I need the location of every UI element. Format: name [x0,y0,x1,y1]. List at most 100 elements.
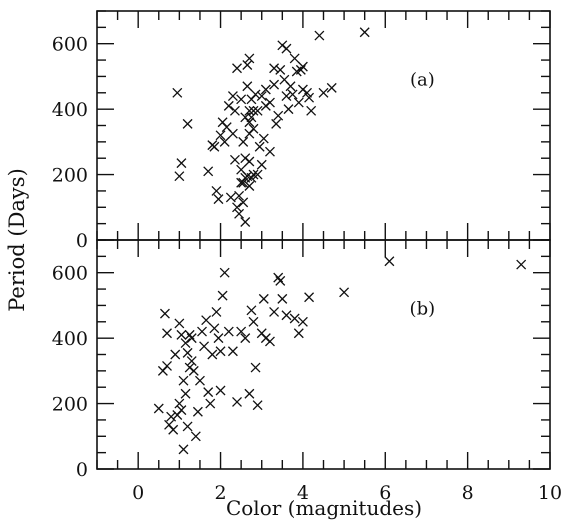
data-point-b [176,405,187,416]
data-point-a [248,169,259,180]
data-point-b [250,362,261,373]
data-point-b [232,396,242,407]
data-point-b [217,290,228,301]
panel-a-label: (a) [410,70,435,91]
panel-b-frame [96,239,551,470]
data-point-a [256,91,267,102]
data-point-b [194,375,205,386]
data-point-a [244,117,255,128]
data-point-a [281,91,292,102]
data-point-b [219,267,230,278]
y-tick-label: 200 [52,394,88,416]
data-point-a [234,190,245,201]
data-point-b [281,310,292,321]
data-point-b [178,375,189,386]
y-tick-label: 600 [52,34,88,56]
data-point-a [209,141,220,152]
data-point-b [227,346,238,357]
data-point-b [516,259,527,270]
y-tick-label: 400 [52,328,88,350]
data-point-a [213,194,224,205]
data-point-b [174,398,185,409]
data-point-b [273,272,284,283]
data-point-b [265,336,275,347]
data-point-a [238,177,249,188]
data-point-a [250,89,261,100]
y-tick-label: 400 [52,99,88,121]
data-point-b [180,388,191,399]
data-point-b [166,411,177,422]
data-point-b [184,329,195,340]
data-point-b [182,347,193,358]
data-point-a [172,87,183,98]
data-point-b [223,326,234,337]
panel-b-label: (b) [410,299,436,320]
panel-b-axis-ticks: 0 2 4 6 8 10 0 200 400 600 [52,239,562,504]
data-point-b [213,333,224,344]
data-point-b [178,444,189,455]
data-point-a [219,136,230,147]
data-point-b [248,316,259,327]
data-point-b [244,388,255,399]
data-point-b [215,385,226,396]
panel-a: 0 200 400 600 (a) [52,10,551,252]
data-point-b [384,256,395,267]
data-point-b [190,431,201,442]
data-point-b [153,403,164,414]
data-point-b [180,338,191,349]
data-point-a [302,87,312,98]
data-point-b [240,333,251,344]
data-point-a [293,97,304,108]
data-point-a [297,61,308,72]
data-point-a [182,118,193,129]
panel-a-marks [172,27,370,227]
data-point-b [174,318,185,329]
data-point-a [260,84,271,95]
data-point-b [205,398,216,409]
data-point-b [199,341,210,352]
data-point-a [248,105,259,116]
data-point-a [232,202,242,213]
panel-a-frame [96,10,551,241]
data-point-a [174,171,185,182]
data-point-a [304,92,315,103]
data-point-a [244,105,255,116]
y-axis-label: Period (Days) [5,168,29,312]
data-point-b [203,387,214,398]
data-point-a [240,217,251,227]
data-point-b [258,293,269,304]
data-point-a [244,181,255,191]
x-tick-label: 2 [214,482,226,504]
data-point-b [215,346,226,357]
data-point-a [281,43,292,54]
data-point-a [275,64,286,75]
data-point-a [244,156,255,167]
data-point-a [234,208,245,219]
data-point-b [188,365,199,376]
data-point-b [275,275,286,286]
data-point-a [232,63,242,74]
data-point-b [304,292,315,303]
data-point-a [289,53,300,64]
data-point-a [242,81,253,92]
data-point-a [229,105,240,116]
data-point-a [265,146,275,157]
data-point-b [293,328,304,339]
data-point-b [289,313,300,324]
data-point-b [207,349,218,360]
data-point-a [273,110,284,121]
data-point-a [227,91,238,102]
data-point-a [269,79,280,90]
data-point-b [339,287,350,298]
data-point-a [256,159,267,170]
data-point-a [211,185,222,196]
data-point-b [297,316,308,327]
data-point-b [236,326,247,337]
data-point-b [162,328,172,339]
data-point-a [283,104,294,115]
panel-a-axis-ticks: 0 200 400 600 [52,10,551,252]
data-point-a [176,158,187,169]
data-point-a [271,118,282,129]
data-point-a [252,105,263,116]
data-point-a [203,166,214,177]
